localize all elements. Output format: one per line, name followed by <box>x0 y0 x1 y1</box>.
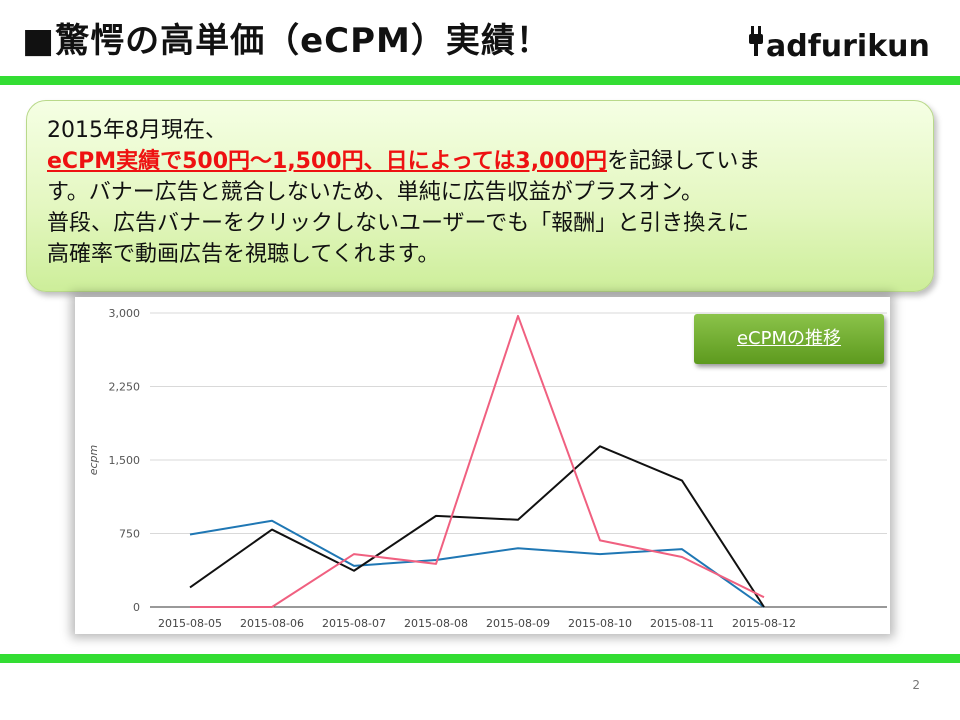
bottom-accent-bar <box>0 654 960 663</box>
y-tick-label: 750 <box>119 528 140 541</box>
x-tick-label: 2015-08-10 <box>568 617 632 630</box>
ecpm-line-chart: 0 750 1,500 2,250 3,000 ecpm 2015-08-05 2015-08… <box>87 307 887 630</box>
x-tick-label: 2015-08-11 <box>650 617 714 630</box>
summary-line-2-rest: を記録していま <box>606 149 761 174</box>
x-tick-label: 2015-08-06 <box>240 617 304 630</box>
plug-icon <box>748 26 764 69</box>
adfurikun-logo: adfurikun <box>748 26 944 66</box>
series-line-2 <box>189 445 765 608</box>
summary-text: 2015年8月現在、 eCPM実績で500円～1,500円、日によっては3,00… <box>47 115 919 270</box>
x-tick-label: 2015-08-08 <box>404 617 468 630</box>
y-tick-label: 1,500 <box>109 454 141 467</box>
summary-line-1: 2015年8月現在、 <box>47 118 227 143</box>
top-accent-bar <box>0 76 960 85</box>
slide-title: ■驚愕の高単価（eCPM）実績！ <box>22 21 551 61</box>
ecpm-highlight: eCPM実績で500円～1,500円、日によっては3,000円 <box>47 149 607 174</box>
y-axis-label: ecpm <box>87 445 100 476</box>
x-tick-label: 2015-08-09 <box>486 617 550 630</box>
x-tick-label: 2015-08-12 <box>732 617 796 630</box>
summary-line-4: 普段、広告バナーをクリックしないユーザーでも「報酬」と引き換えに <box>47 211 750 236</box>
summary-line-2: eCPM実績で500円～1,500円、日によっては3,000円を記録していま <box>47 146 919 177</box>
y-tick-label: 2,250 <box>109 381 141 394</box>
page-number: 2 <box>912 678 920 692</box>
ecpm-trend-badge: eCPMの推移 <box>694 314 884 364</box>
x-tick-label: 2015-08-07 <box>322 617 386 630</box>
summary-line-5: 高確率で動画広告を視聴してくれます。 <box>47 242 440 267</box>
x-tick-label: 2015-08-05 <box>158 617 222 630</box>
series-line-3 <box>190 314 765 608</box>
logo-text: adfurikun <box>766 29 930 64</box>
summary-line-3: す。バナー広告と競合しないため、単純に広告収益がプラスオン。 <box>47 180 704 205</box>
y-tick-label: 0 <box>133 601 140 614</box>
summary-callout: 2015年8月現在、 eCPM実績で500円～1,500円、日によっては3,00… <box>26 100 934 292</box>
y-tick-label: 3,000 <box>109 307 141 320</box>
series-line-1 <box>189 519 765 608</box>
